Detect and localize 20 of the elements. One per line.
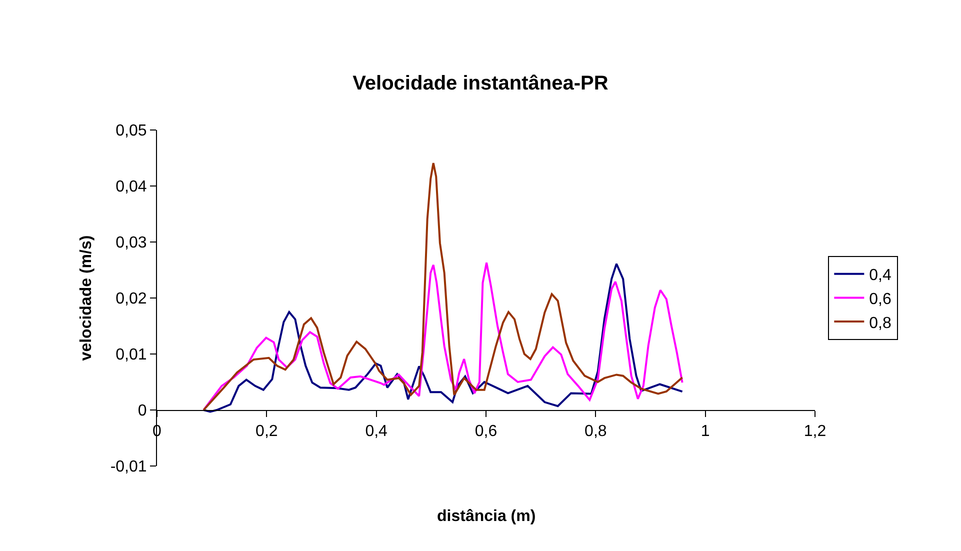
x-tick-label: 0,2 [256,423,278,440]
legend-label: 0,4 [869,267,892,284]
x-tick-label: 0,6 [474,423,498,440]
x-tick-label: 0,8 [584,423,607,440]
x-axis-title: distância (m) [437,508,536,525]
y-tick-label: -0,01 [110,458,147,476]
line-series [202,162,684,411]
x-tick-label: 0,4 [365,423,388,440]
y-tick-label: 0,05 [116,122,147,140]
y-tick-label: 0,03 [116,234,147,252]
legend-label: 0,6 [869,290,892,308]
chart-title: Velocidade instantânea-PR [352,72,609,95]
y-tick-label: 0 [138,402,147,420]
y-tick-label: 0,04 [116,178,147,196]
x-tick-label: 1 [700,423,710,440]
y-tick-label: 0,02 [116,290,147,308]
legend-label: 0,8 [869,314,892,332]
y-axis-title: velocidade (m/s) [78,235,96,361]
y-tick-label: 0,01 [116,346,147,364]
x-tick-label: 1,2 [804,423,826,440]
